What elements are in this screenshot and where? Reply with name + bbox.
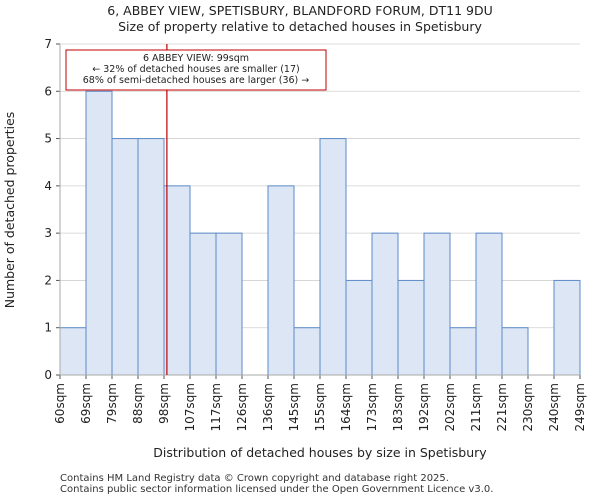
- y-axis-ticks: 0 1 2 3 4 5 6 7: [44, 37, 60, 382]
- x-tick-label: 107sqm: [183, 383, 197, 431]
- histogram-bar: [371, 232, 399, 376]
- histogram-bar: [59, 327, 87, 376]
- annotation-line2: ← 32% of detached houses are smaller (17…: [92, 64, 299, 75]
- histogram-bar: [397, 279, 425, 376]
- histogram-bar: [319, 138, 347, 376]
- histogram-bar: [475, 232, 503, 376]
- x-axis-ticks: 60sqm 69sqm 79sqm 88sqm 98sqm 107sqm 117sqm 126…: [53, 375, 587, 431]
- histogram-bar: [267, 185, 295, 376]
- y-tick-label: 0: [44, 368, 52, 382]
- bar-series: [59, 90, 581, 376]
- x-tick-label: 249sqm: [573, 383, 587, 431]
- x-tick-label: 88sqm: [131, 383, 145, 424]
- y-tick-label: 5: [44, 132, 52, 146]
- footer-attribution-2: Contains public sector information licen…: [60, 484, 494, 495]
- x-tick-label: 136sqm: [261, 383, 275, 431]
- chart-subtitle: Size of property relative to detached ho…: [118, 19, 482, 34]
- x-tick-label: 211sqm: [469, 383, 483, 431]
- y-tick-label: 3: [44, 226, 52, 240]
- annotation-box: 6 ABBEY VIEW: 99sqm ← 32% of detached ho…: [65, 49, 327, 91]
- axes: [59, 44, 580, 376]
- histogram-bar: [111, 138, 139, 376]
- y-tick-label: 6: [44, 84, 52, 98]
- histogram-bar: [423, 232, 451, 376]
- y-tick-label: 4: [44, 179, 52, 193]
- chart-title: 6, ABBEY VIEW, SPETISBURY, BLANDFORD FOR…: [107, 3, 493, 18]
- x-tick-label: 230sqm: [521, 383, 535, 431]
- y-axis-label: Number of detached properties: [2, 112, 17, 309]
- x-tick-label: 164sqm: [339, 383, 353, 431]
- annotation-line3: 68% of semi-detached houses are larger (…: [83, 75, 310, 86]
- x-tick-label: 173sqm: [365, 383, 379, 431]
- x-tick-label: 69sqm: [79, 383, 93, 424]
- x-axis-label: Distribution of detached houses by size …: [153, 445, 487, 460]
- x-tick-label: 126sqm: [235, 383, 249, 431]
- histogram-bar: [163, 185, 191, 376]
- x-tick-label: 60sqm: [53, 383, 67, 424]
- histogram-bar: [293, 327, 321, 376]
- histogram-bar: [85, 90, 113, 376]
- x-tick-label: 98sqm: [157, 383, 171, 424]
- x-tick-label: 192sqm: [417, 383, 431, 431]
- x-tick-label: 155sqm: [313, 383, 327, 431]
- x-tick-label: 145sqm: [287, 383, 301, 431]
- annotation-line1: 6 ABBEY VIEW: 99sqm: [143, 53, 249, 64]
- histogram-bar: [345, 279, 373, 376]
- y-tick-label: 1: [44, 321, 52, 335]
- histogram-bar: [501, 327, 529, 376]
- x-tick-label: 183sqm: [391, 383, 405, 431]
- y-tick-label: 7: [44, 37, 52, 51]
- histogram-bar: [137, 138, 165, 376]
- x-tick-label: 202sqm: [443, 383, 457, 431]
- histogram-bar: [449, 327, 477, 376]
- x-tick-label: 240sqm: [547, 383, 561, 431]
- x-tick-label: 221sqm: [495, 383, 509, 431]
- histogram-bar: [189, 232, 217, 376]
- y-tick-label: 2: [44, 273, 52, 287]
- x-tick-label: 79sqm: [105, 383, 119, 424]
- x-tick-label: 117sqm: [209, 383, 223, 431]
- histogram-bar: [215, 232, 243, 376]
- histogram-bar: [553, 279, 581, 376]
- footer-attribution-1: Contains HM Land Registry data © Crown c…: [60, 473, 449, 484]
